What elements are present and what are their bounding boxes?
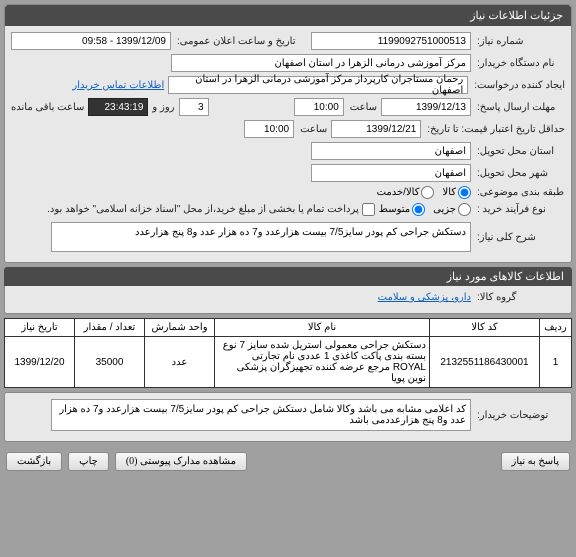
table-row: 1 2132551186430001 دستکش جراحی معمولی اس… xyxy=(5,337,572,388)
cat-service-input[interactable] xyxy=(421,186,434,199)
pt-small-radio[interactable]: جزیی xyxy=(433,203,471,216)
partial-pay-input[interactable] xyxy=(362,203,375,216)
purchase-type-label: نوع فرآیند خرید : xyxy=(475,204,565,215)
cat-goods-radio[interactable]: کالا xyxy=(442,186,471,199)
remain-label: ساعت باقی مانده xyxy=(11,102,84,113)
buyer-desc-panel: توضیحات خریدار: کد اعلامی مشابه می باشد … xyxy=(4,392,572,442)
partial-pay-check[interactable]: پرداخت تمام یا بخشی از مبلغ خرید،از محل … xyxy=(47,203,375,216)
deliver-city-label: شهر محل تحویل: xyxy=(475,168,565,179)
days-label: روز و xyxy=(152,102,174,113)
attachments-button[interactable]: مشاهده مدارک پیوستی (0) xyxy=(115,452,247,471)
print-button[interactable]: چاپ xyxy=(68,452,109,471)
cat-goods-input[interactable] xyxy=(458,186,471,199)
pt-medium-radio[interactable]: متوسط xyxy=(379,203,425,216)
items-table: ردیف کد کالا نام کالا واحد شمارش تعداد /… xyxy=(4,318,572,388)
buyer-desc-label: توضیحات خریدار: xyxy=(475,410,565,421)
reply-time: 10:00 xyxy=(294,98,344,116)
col-code: کد کالا xyxy=(430,319,540,337)
need-no-label: شماره نیاز: xyxy=(475,36,565,47)
col-name: نام کالا xyxy=(215,319,430,337)
panel-body: شماره نیاز: 1199092751000513 تاریخ و ساع… xyxy=(5,26,571,262)
col-date: تاریخ نیاز xyxy=(5,319,75,337)
days-remain: 3 xyxy=(179,98,209,116)
announce-label: تاریخ و ساعت اعلان عمومی: xyxy=(175,36,296,47)
table-header-row: ردیف کد کالا نام کالا واحد شمارش تعداد /… xyxy=(5,319,572,337)
group-label: گروه کالا: xyxy=(475,292,565,303)
buyer-org-label: نام دستگاه خریدار: xyxy=(475,58,565,69)
items-section-title: اطلاعات کالاهای مورد نیاز xyxy=(4,267,572,286)
cell-unit: عدد xyxy=(145,337,215,388)
cell-date: 1399/12/20 xyxy=(5,337,75,388)
cat-service-radio[interactable]: کالا/خدمت xyxy=(377,186,435,199)
valid-until-label: حداقل تاریخ اعتبار قیمت: تا تاریخ: xyxy=(425,124,565,135)
creator-label: ایجاد کننده درخواست: xyxy=(472,80,565,91)
footer-bar: پاسخ به نیاز مشاهده مدارک پیوستی (0) چاپ… xyxy=(0,446,576,477)
summary-label: شرح کلی نیاز: xyxy=(475,232,565,243)
reply-deadline-label: مهلت ارسال پاسخ: xyxy=(475,102,565,113)
pt-medium-input[interactable] xyxy=(412,203,425,216)
valid-date: 1399/12/21 xyxy=(331,120,421,138)
buyer-desc-box: کد اعلامی مشابه می باشد وکالا شامل دستکش… xyxy=(51,399,471,431)
col-qty: تعداد / مقدار xyxy=(75,319,145,337)
reply-date: 1399/12/13 xyxy=(381,98,471,116)
category-radios: کالا کالا/خدمت xyxy=(377,186,471,199)
announce-value: 1399/12/09 - 09:58 xyxy=(11,32,171,50)
cell-idx: 1 xyxy=(540,337,572,388)
cell-qty: 35000 xyxy=(75,337,145,388)
category-label: طبقه بندی موضوعی: xyxy=(475,187,565,198)
valid-time: 10:00 xyxy=(244,120,294,138)
deliver-prov: اصفهان xyxy=(311,142,471,160)
deliver-city: اصفهان xyxy=(311,164,471,182)
partial-pay-label: پرداخت تمام یا بخشی از مبلغ خرید،از محل … xyxy=(47,204,359,215)
summary-box: دستکش جراحی کم پودر سایز7/5 بیست هزارعدد… xyxy=(51,222,471,252)
time-remain: 23:43:19 xyxy=(88,98,148,116)
time-label-2: ساعت xyxy=(298,124,327,135)
main-panel: جزئیات اطلاعات نیاز شماره نیاز: 11990927… xyxy=(4,4,572,263)
col-unit: واحد شمارش xyxy=(145,319,215,337)
cell-name: دستکش جراحی معمولی استریل شده سایز 7 نوع… xyxy=(215,337,430,388)
buyer-org-value: مرکز آموزشی درمانی الزهرا در استان اصفها… xyxy=(171,54,471,72)
items-panel: گروه کالا: دارو، پزشکی و سلامت xyxy=(4,286,572,314)
group-link[interactable]: دارو، پزشکی و سلامت xyxy=(378,292,471,303)
creator-value: رحمان مستاجران کارپرداز مرکز آموزشی درما… xyxy=(168,76,468,94)
time-label-1: ساعت xyxy=(348,102,377,113)
purchase-type-radios: جزیی متوسط xyxy=(379,203,471,216)
contact-link[interactable]: اطلاعات تماس خریدار xyxy=(72,80,164,91)
back-button[interactable]: بازگشت xyxy=(6,452,62,471)
need-no-value: 1199092751000513 xyxy=(311,32,471,50)
reply-button[interactable]: پاسخ به نیاز xyxy=(501,452,571,471)
deliver-prov-label: استان محل تحویل: xyxy=(475,146,565,157)
cell-code: 2132551186430001 xyxy=(430,337,540,388)
panel-title: جزئیات اطلاعات نیاز xyxy=(5,5,571,26)
col-row: ردیف xyxy=(540,319,572,337)
pt-small-input[interactable] xyxy=(458,203,471,216)
